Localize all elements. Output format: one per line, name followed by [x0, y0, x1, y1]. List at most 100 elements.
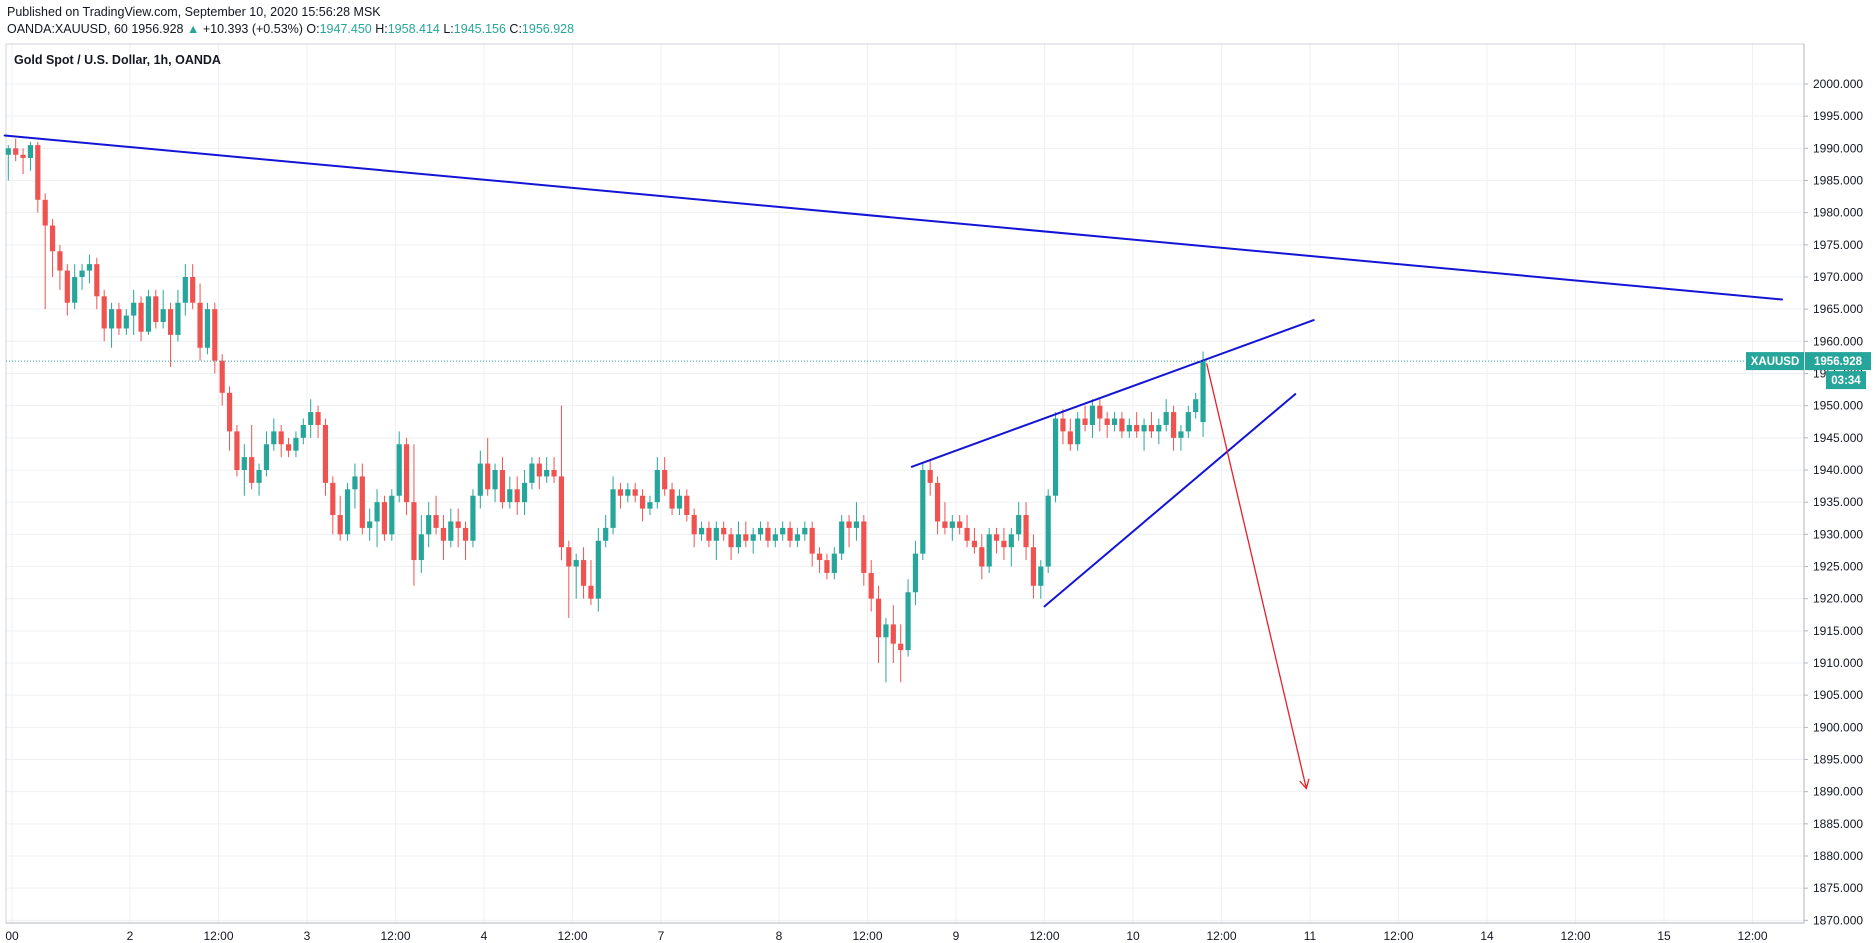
candle-body [934, 482, 941, 522]
candle [79, 264, 85, 290]
candle-body [35, 145, 41, 200]
candle [920, 463, 926, 561]
candle [57, 244, 63, 290]
candle-body [1060, 418, 1066, 432]
candle [204, 302, 211, 355]
chart-frame [5, 43, 1805, 924]
candle [212, 302, 218, 374]
candle [521, 469, 528, 516]
candle [861, 515, 867, 586]
candle-body [765, 527, 771, 541]
candle [455, 508, 461, 548]
symbol-tag-label: XAUUSD [1751, 356, 1800, 368]
candle-body [1119, 418, 1125, 432]
candle [249, 424, 255, 490]
time-tick-label: 3 [304, 929, 311, 943]
candle-body [308, 412, 314, 425]
candle [352, 463, 358, 509]
candle [138, 296, 144, 342]
candle [536, 457, 542, 490]
candle [639, 489, 646, 522]
time-tick-label: 9 [953, 929, 960, 943]
candle-body [285, 444, 292, 451]
candle [42, 193, 48, 310]
candle-body [721, 527, 727, 535]
candle [743, 521, 749, 548]
candle [580, 547, 587, 599]
candle-body [448, 521, 454, 541]
candle [448, 508, 454, 548]
candle [226, 386, 233, 451]
candle [1141, 418, 1147, 451]
candle [558, 405, 565, 561]
candle [241, 444, 247, 496]
candle-body [234, 431, 240, 470]
candle [1082, 405, 1088, 432]
candle [964, 515, 970, 548]
candle [868, 560, 874, 612]
candle-body [293, 437, 299, 451]
candle [1023, 502, 1029, 561]
candle [344, 482, 351, 541]
candle-body [145, 296, 152, 332]
price-tick-label: 1870.000 [1813, 913, 1863, 927]
countdown-tag [1826, 371, 1866, 390]
candle [27, 141, 34, 171]
candle [816, 547, 823, 573]
candle [35, 141, 41, 213]
candle-body [573, 560, 579, 567]
candle-body [1045, 495, 1051, 567]
candle-body [743, 534, 749, 541]
candle [499, 457, 506, 509]
price-axis: 2000.000 1995.000 1990.000 1985.000 1980.000… [1804, 77, 1863, 927]
high-label: H: [375, 22, 388, 36]
candle-body [271, 431, 277, 445]
candle [573, 553, 579, 599]
candle [1119, 412, 1125, 438]
candle [942, 502, 948, 535]
candle [905, 579, 911, 657]
price-tick-label: 1885.000 [1813, 817, 1863, 831]
candle-body [706, 527, 712, 541]
price-tick-label: 1920.000 [1813, 592, 1863, 606]
candle-body [1134, 424, 1140, 432]
candle-body [875, 598, 882, 638]
candle [359, 463, 365, 535]
candle-body [802, 527, 808, 535]
candle-body [809, 527, 815, 554]
candle [1045, 489, 1051, 573]
candle [300, 418, 306, 445]
price-tick-label: 1890.000 [1813, 785, 1863, 799]
candle-body [993, 534, 1000, 541]
last-price-text: 1956.928 [131, 22, 184, 36]
candle-body [536, 463, 542, 477]
candle [131, 289, 137, 335]
time-tick-label: 12:00 [203, 929, 233, 943]
candle-body [1082, 418, 1088, 425]
candle-body [846, 521, 852, 528]
candle-body [912, 553, 919, 593]
candle-body [94, 264, 100, 297]
candle [1178, 424, 1184, 451]
drawings [3, 134, 1783, 790]
published-text: Published on TradingView.com, September … [7, 5, 381, 19]
candle [411, 444, 417, 586]
candle [1185, 405, 1191, 438]
candle-body [477, 463, 483, 496]
candle [20, 148, 26, 175]
candle [440, 515, 447, 561]
candle [86, 254, 93, 284]
candle-body [116, 309, 122, 329]
candle-body [49, 225, 56, 252]
candle [721, 521, 727, 541]
candle-body [610, 489, 616, 528]
candle-body [713, 527, 719, 541]
candle-body [1148, 424, 1155, 432]
candle-body [492, 469, 498, 490]
candle [662, 457, 668, 496]
symbol-text: OANDA:XAUUSD, 60 [7, 22, 128, 36]
candle-body [79, 270, 85, 277]
candle-body [1104, 418, 1110, 425]
candle [1148, 412, 1155, 438]
